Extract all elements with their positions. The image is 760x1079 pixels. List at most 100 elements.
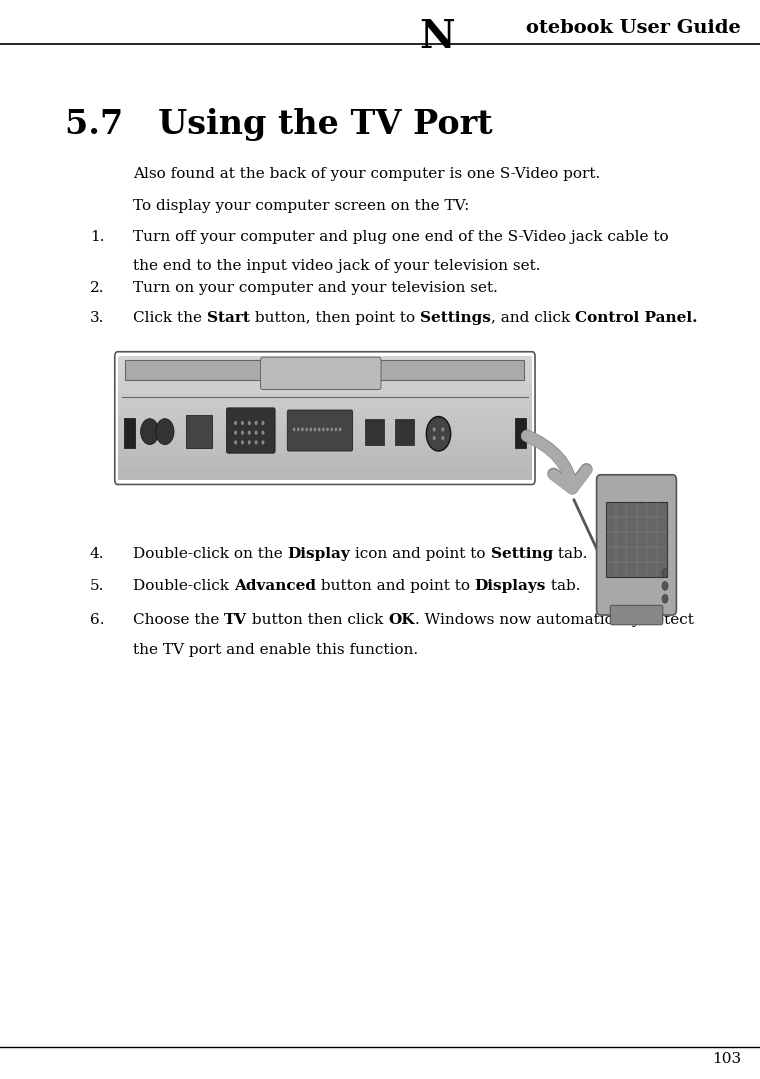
Text: Settings: Settings [420,311,491,325]
Text: Double-click on the: Double-click on the [133,547,287,561]
Bar [118,467,532,474]
Bar [118,442,532,449]
Text: OK: OK [388,613,415,627]
Bar [118,455,532,462]
Bar [118,363,532,368]
Circle shape [662,595,668,603]
FancyBboxPatch shape [261,357,381,390]
Text: Setting: Setting [491,547,553,561]
Bar [118,474,532,480]
Text: 2.: 2. [90,281,104,295]
Text: N: N [419,18,454,56]
Text: Choose the: Choose the [133,613,224,627]
Bar [118,424,532,431]
Text: 3.: 3. [90,311,104,325]
Bar [118,368,532,374]
Text: tab.: tab. [553,547,587,561]
Circle shape [442,427,445,432]
FancyBboxPatch shape [287,410,353,451]
Text: 5.7   Using the TV Port: 5.7 Using the TV Port [65,108,492,141]
Circle shape [334,427,337,432]
Text: Control Panel.: Control Panel. [575,311,697,325]
Circle shape [241,440,244,445]
Text: . Windows now automatically detect: . Windows now automatically detect [415,613,694,627]
Text: icon and point to: icon and point to [350,547,491,561]
Text: button and point to: button and point to [316,579,475,593]
Circle shape [331,427,333,432]
Circle shape [248,421,251,425]
Text: 4.: 4. [90,547,104,561]
Text: otebook User Guide: otebook User Guide [526,19,741,38]
Text: , and click: , and click [491,311,575,325]
Text: 5.: 5. [90,579,104,593]
Circle shape [432,427,435,432]
Circle shape [255,431,258,435]
Bar [118,449,532,455]
Bar [118,418,532,424]
Bar [118,387,532,393]
Bar [365,419,384,445]
Bar [125,360,524,380]
Bar [118,393,532,399]
Circle shape [248,431,251,435]
Bar [606,502,667,577]
Text: 1.: 1. [90,230,104,244]
FancyBboxPatch shape [610,605,663,625]
Text: Displays: Displays [475,579,546,593]
Bar [118,406,532,412]
Circle shape [261,421,264,425]
Text: Turn on your computer and your television set.: Turn on your computer and your televisio… [133,281,498,295]
Text: TV: TV [224,613,247,627]
Bar [118,462,532,468]
Text: Advanced: Advanced [234,579,316,593]
Bar [395,419,414,445]
Bar [118,431,532,437]
Circle shape [306,427,308,432]
Text: button, then point to: button, then point to [250,311,420,325]
Circle shape [261,431,264,435]
Text: Click the: Click the [133,311,207,325]
Bar [118,374,532,381]
Bar [186,415,212,448]
Circle shape [309,427,312,432]
Text: Display: Display [287,547,350,561]
Circle shape [141,419,159,445]
Circle shape [432,436,435,440]
Text: To display your computer screen on the TV:: To display your computer screen on the T… [133,199,470,213]
Circle shape [293,427,296,432]
Circle shape [314,427,316,432]
Text: Double-click: Double-click [133,579,234,593]
Text: the TV port and enable this function.: the TV port and enable this function. [133,643,418,657]
FancyBboxPatch shape [226,408,275,453]
Text: Start: Start [207,311,250,325]
Circle shape [261,440,264,445]
Circle shape [255,440,258,445]
Circle shape [322,427,325,432]
Circle shape [255,421,258,425]
Bar [118,399,532,406]
Circle shape [442,436,445,440]
Text: the end to the input video jack of your television set.: the end to the input video jack of your … [133,259,540,273]
Circle shape [662,582,668,590]
Bar [118,437,532,442]
Text: 103: 103 [712,1052,741,1066]
Circle shape [318,427,321,432]
FancyArrowPatch shape [527,436,587,488]
Text: Also found at the back of your computer is one S-Video port.: Also found at the back of your computer … [133,167,600,181]
Circle shape [662,569,668,577]
Circle shape [248,440,251,445]
Circle shape [326,427,329,432]
Circle shape [234,440,237,445]
Circle shape [426,416,451,451]
Circle shape [297,427,299,432]
Circle shape [339,427,341,432]
Text: tab.: tab. [546,579,581,593]
Bar [515,418,526,448]
Circle shape [156,419,174,445]
Bar [118,412,532,418]
Circle shape [301,427,304,432]
Text: button then click: button then click [247,613,388,627]
Circle shape [234,421,237,425]
Bar [118,356,532,363]
Circle shape [234,431,237,435]
